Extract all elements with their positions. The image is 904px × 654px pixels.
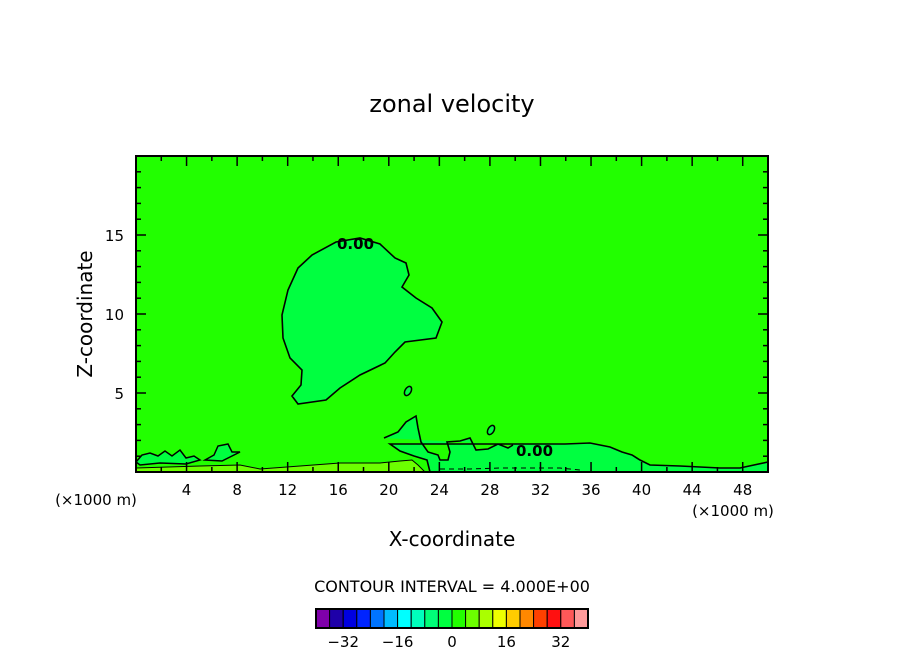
contour-interval-text: CONTOUR INTERVAL = 4.000E+00 (314, 577, 590, 596)
x-tick-label: 8 (232, 481, 242, 499)
colorbar-swatch (437, 608, 453, 629)
contour-fill-negative-left (202, 443, 241, 462)
colorbar-tick-label: −16 (382, 633, 414, 651)
contour-fill-negative-upper (281, 237, 443, 405)
colorbar-tick-label: 32 (551, 633, 570, 651)
y-tick-label: 10 (105, 306, 124, 324)
colorbar-swatch (424, 608, 439, 629)
plot-area: 0.00 0.00 (134, 155, 769, 473)
contour-small-cell (403, 385, 413, 397)
colorbar-swatch (451, 608, 467, 629)
y-axis-label: Z-coordinate (73, 250, 97, 377)
colorbar-swatch (505, 608, 521, 629)
contour-label: 0.00 (337, 235, 374, 253)
x-tick-label: 36 (581, 481, 600, 499)
colorbar-swatch (492, 608, 507, 629)
y-tick-label: 5 (114, 385, 124, 403)
plot-background (136, 156, 768, 472)
chart-title: zonal velocity (369, 90, 534, 118)
colorbar-swatch (397, 608, 412, 629)
contour-fill-negative-lower (383, 414, 769, 473)
colorbar-tick-label: −32 (327, 633, 359, 651)
x-axis-label: X-coordinate (389, 527, 516, 551)
colorbar-swatch (329, 608, 344, 629)
colorbar-tick-label: 16 (497, 633, 516, 651)
colorbar-swatch (573, 608, 589, 629)
colorbar: −32 −16 0 16 32 (315, 608, 589, 651)
x-tick-label: 24 (430, 481, 449, 499)
colorbar-swatch (315, 608, 331, 629)
colorbar-swatch (410, 608, 426, 629)
colorbar-swatch (546, 608, 562, 629)
colorbar-swatch (465, 608, 480, 629)
colorbar-swatch (342, 608, 358, 629)
colorbar-swatch (533, 608, 548, 629)
colorbar-swatch (478, 608, 494, 629)
contour-label: 0.00 (516, 442, 553, 460)
x-tick-label: 12 (278, 481, 297, 499)
colorbar-swatch (383, 608, 399, 629)
colorbar-swatch (560, 608, 575, 629)
x-tick-label: 48 (733, 481, 752, 499)
axis-ticks (136, 156, 768, 472)
x-tick-label: 32 (531, 481, 550, 499)
y-tick-label: 15 (105, 227, 124, 245)
colorbar-frame (315, 608, 589, 629)
colorbar-swatch (519, 608, 535, 629)
contour-small-cell (486, 424, 496, 436)
contour-fill-negative-left (134, 448, 202, 466)
x-tick-label: 4 (182, 481, 192, 499)
x-tick-label: 28 (480, 481, 499, 499)
x-unit-label-left: (×1000 m) (55, 491, 137, 509)
x-tick-label: 16 (329, 481, 348, 499)
x-unit-label-right: (×1000 m) (692, 502, 774, 520)
x-tick-label: 20 (379, 481, 398, 499)
colorbar-swatch (356, 608, 371, 629)
colorbar-swatch (369, 608, 385, 629)
x-tick-label: 40 (632, 481, 651, 499)
colorbar-tick-label: 0 (447, 633, 457, 651)
x-tick-label: 44 (683, 481, 702, 499)
